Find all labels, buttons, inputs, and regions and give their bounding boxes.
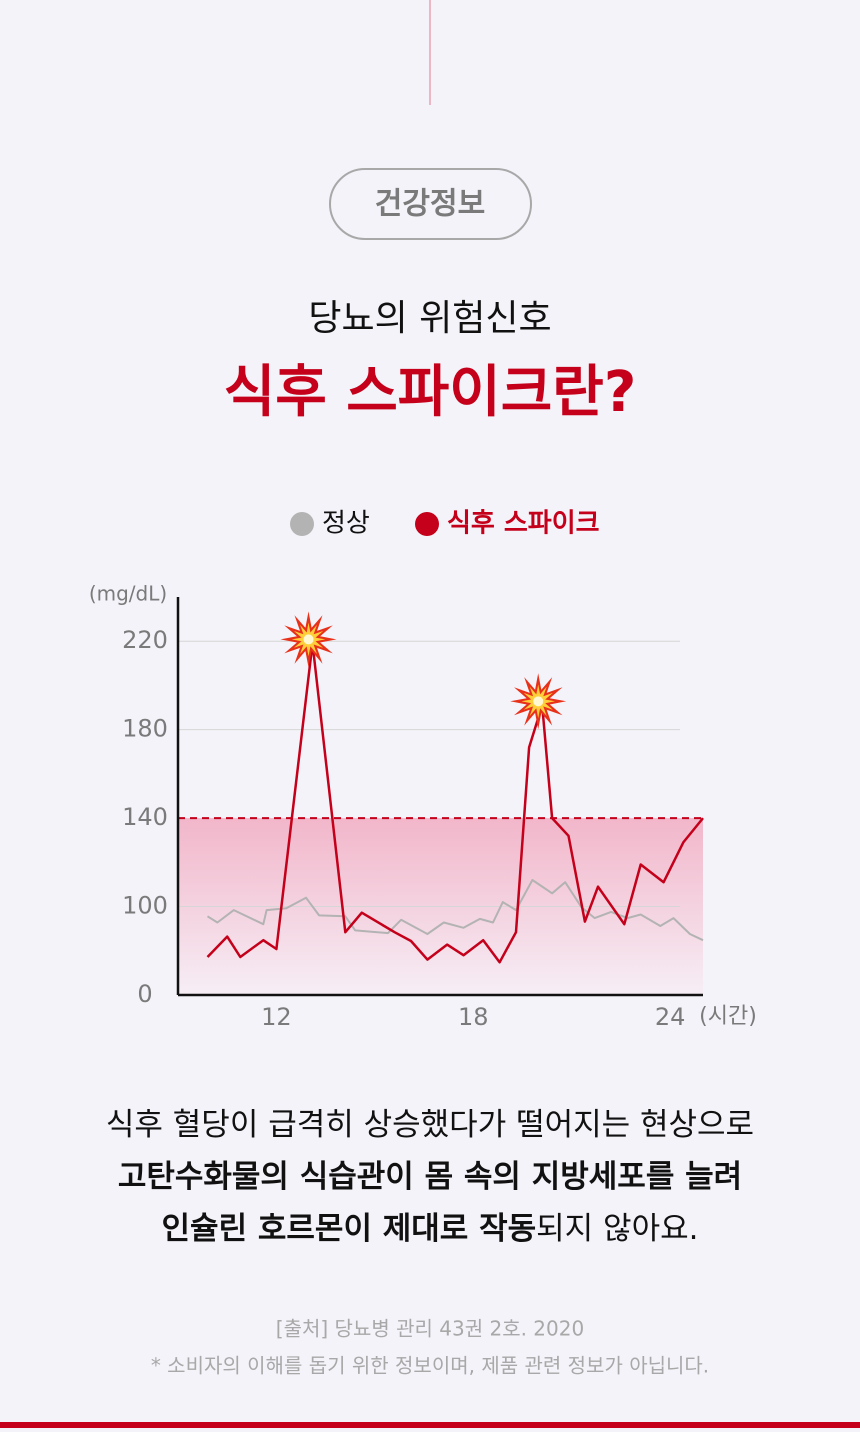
y-tick-label: 220 — [122, 626, 168, 654]
legend-marker — [290, 512, 314, 536]
bottom-bar — [0, 1422, 860, 1428]
body-segment: 식후 혈당이 급격히 상승했다가 떨어지는 현상으로 — [106, 1107, 754, 1143]
x-tick-label: 24 — [655, 1003, 686, 1031]
tag-pill — [329, 168, 532, 240]
body-segment: 고탄수화물의 식습관이 몸 속의 지방세포를 늘려 — [118, 1159, 742, 1195]
y-tick-label: 180 — [122, 715, 168, 743]
body-segment: 인슐린 호르몬이 제대로 작동 — [162, 1211, 537, 1247]
chart: 0 100 140 180 220 (mg/dL) 12 18 24 (시간) 정상 식후 스파이크 — [89, 509, 757, 1032]
body-line: 식후 혈당이 급격히 상승했다가 떨어지는 현상으로 — [106, 1107, 754, 1143]
y-tick-label: 0 — [137, 980, 152, 1008]
tag: 건강정보 — [375, 187, 485, 222]
body-line: 인슐린 호르몬이 제대로 작동되지 않아요. — [162, 1211, 699, 1247]
body-segment: 되지 않아요. — [536, 1211, 698, 1247]
legend-marker — [415, 512, 439, 536]
x-tick-label: 12 — [261, 1003, 292, 1031]
legend-label: 식후 스파이크 — [447, 509, 600, 539]
series-line — [206, 879, 704, 942]
body-line: 고탄수화물의 식습관이 몸 속의 지방세포를 늘려 — [118, 1159, 742, 1195]
x-tick-label: 18 — [458, 1003, 489, 1031]
burst-center — [303, 634, 314, 645]
x-axis-label: (시간) — [699, 1004, 757, 1029]
source: [출처] 당뇨병 관리 43권 2호. 2020 — [276, 1317, 584, 1341]
note: * 소비자의 이해를 돕기 위한 정보이며, 제품 관련 정보가 아닙니다. — [151, 1354, 709, 1378]
burst-center — [533, 696, 544, 707]
y-axis-label: (mg/dL) — [89, 582, 167, 606]
series-line — [206, 642, 704, 964]
legend-label: 정상 — [322, 509, 370, 539]
y-tick-label: 100 — [122, 892, 168, 920]
y-tick-label: 140 — [122, 803, 168, 831]
title: 당뇨의 위험신호 — [308, 298, 551, 339]
headline: 식후 스파이크란? — [224, 360, 637, 425]
